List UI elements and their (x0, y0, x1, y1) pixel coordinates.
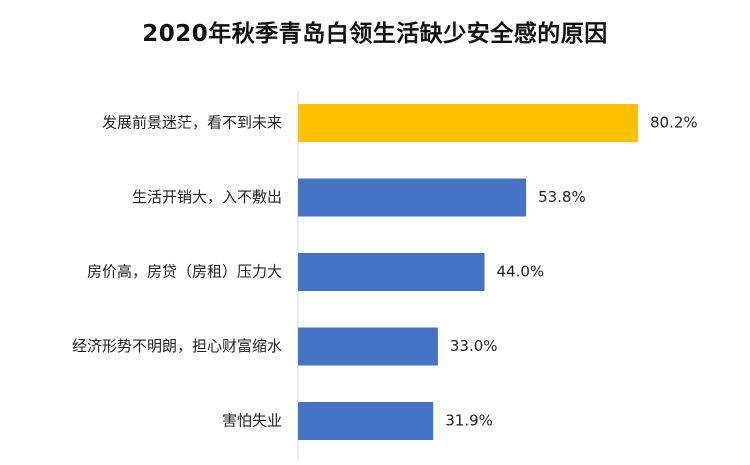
category-label-3: 房价高，房贷（房租）压力大 (87, 263, 282, 281)
category-label-1: 发展前景迷茫，看不到未来 (102, 114, 282, 132)
category-label-5: 害怕失业 (222, 412, 282, 430)
value-label-5: 31.9% (445, 412, 493, 430)
chart-title: 2020年秋季青岛白领生活缺少安全感的原因 (142, 21, 608, 47)
value-label-3: 44.0% (497, 263, 545, 281)
category-label-2: 生活开销大，入不敷出 (132, 188, 282, 206)
bar-2 (298, 178, 527, 217)
bar-4 (298, 327, 438, 366)
value-label-1: 80.2% (650, 114, 698, 132)
bar-1 (298, 104, 638, 142)
bar-5 (298, 402, 434, 440)
value-label-2: 53.8% (538, 188, 586, 206)
value-label-4: 33.0% (450, 337, 498, 355)
bar-3 (298, 253, 485, 291)
category-label-4: 经济形势不明朗，担心财富缩水 (72, 337, 282, 355)
